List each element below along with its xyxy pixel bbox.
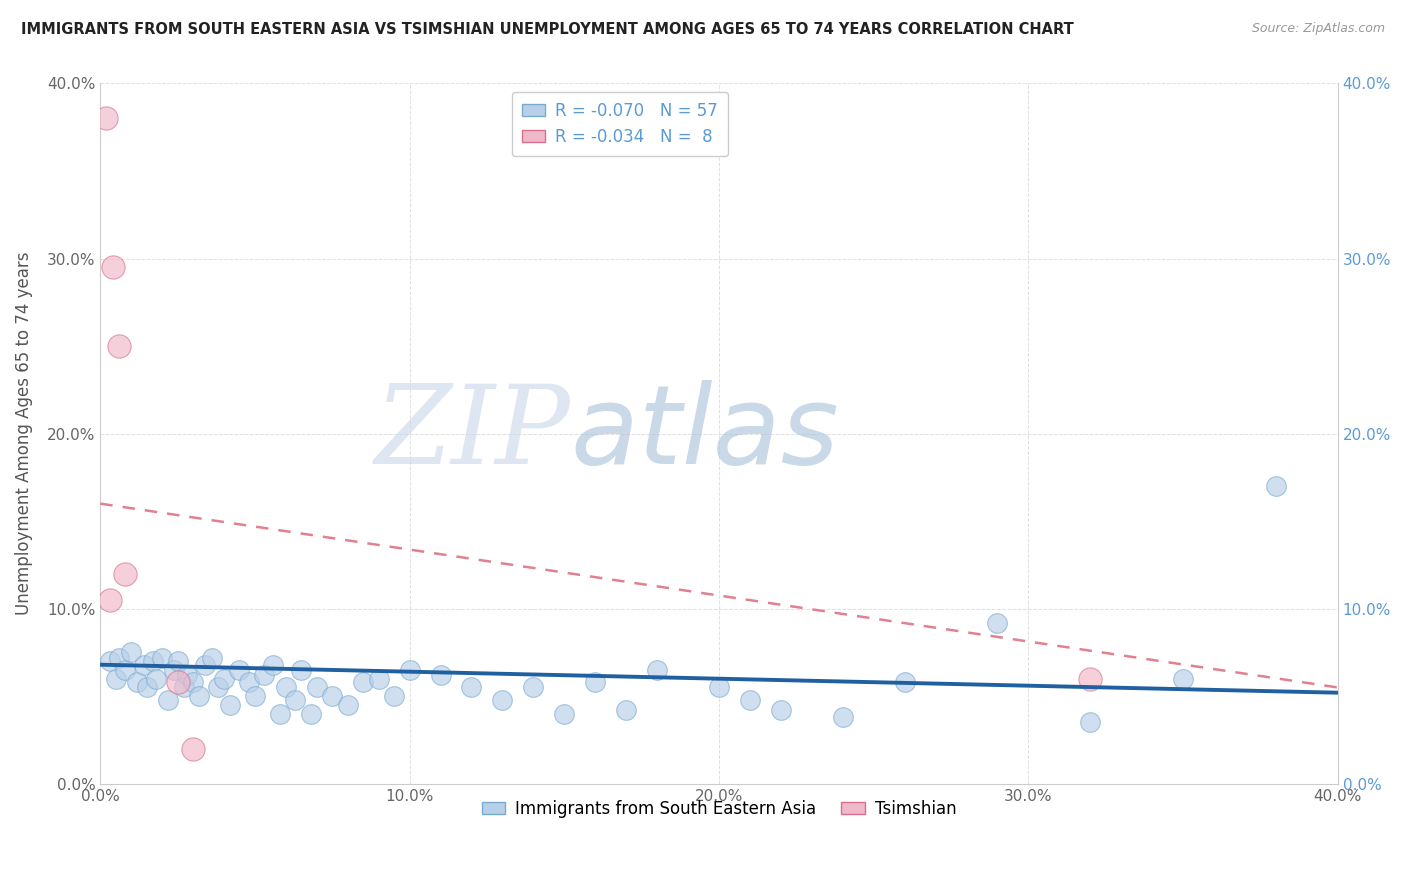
Point <box>893 675 915 690</box>
Point <box>305 681 328 695</box>
Text: IMMIGRANTS FROM SOUTH EASTERN ASIA VS TSIMSHIAN UNEMPLOYMENT AMONG AGES 65 TO 74: IMMIGRANTS FROM SOUTH EASTERN ASIA VS TS… <box>21 22 1074 37</box>
Point <box>336 698 359 712</box>
Point <box>243 689 266 703</box>
Point <box>194 657 217 672</box>
Point <box>299 706 322 721</box>
Point <box>104 672 127 686</box>
Point <box>176 668 198 682</box>
Point <box>108 339 131 353</box>
Point <box>188 689 211 703</box>
Point <box>108 650 131 665</box>
Point <box>145 672 167 686</box>
Point <box>269 706 291 721</box>
Point <box>207 681 229 695</box>
Point <box>98 654 121 668</box>
Point <box>201 650 224 665</box>
Point <box>1171 672 1194 686</box>
Point <box>238 675 260 690</box>
Point <box>553 706 575 721</box>
Point <box>157 692 180 706</box>
Point <box>142 654 165 668</box>
Point <box>166 654 188 668</box>
Point <box>173 681 195 695</box>
Text: atlas: atlas <box>571 380 839 487</box>
Point <box>120 645 142 659</box>
Point <box>274 681 297 695</box>
Point <box>96 112 118 126</box>
Point <box>986 615 1008 630</box>
Point <box>98 593 121 607</box>
Point <box>398 663 420 677</box>
Point <box>321 689 343 703</box>
Point <box>127 675 149 690</box>
Legend: Immigrants from South Eastern Asia, Tsimshian: Immigrants from South Eastern Asia, Tsim… <box>475 793 963 824</box>
Point <box>114 566 136 581</box>
Point <box>166 675 188 690</box>
Point <box>181 675 204 690</box>
Point <box>352 675 374 690</box>
Point <box>522 681 544 695</box>
Point <box>219 698 242 712</box>
Point <box>583 675 606 690</box>
Text: Source: ZipAtlas.com: Source: ZipAtlas.com <box>1251 22 1385 36</box>
Point <box>181 741 204 756</box>
Point <box>135 681 157 695</box>
Point <box>769 703 792 717</box>
Point <box>212 672 235 686</box>
Point <box>163 663 186 677</box>
Y-axis label: Unemployment Among Ages 65 to 74 years: Unemployment Among Ages 65 to 74 years <box>15 252 32 615</box>
Point <box>263 657 285 672</box>
Point <box>738 692 761 706</box>
Text: ZIP: ZIP <box>374 380 571 487</box>
Point <box>253 668 276 682</box>
Point <box>491 692 513 706</box>
Point <box>645 663 668 677</box>
Point <box>382 689 405 703</box>
Point <box>150 650 173 665</box>
Point <box>831 710 853 724</box>
Point <box>1078 715 1101 730</box>
Point <box>132 657 155 672</box>
Point <box>290 663 312 677</box>
Point <box>101 260 124 275</box>
Point <box>429 668 451 682</box>
Point <box>228 663 250 677</box>
Point <box>367 672 389 686</box>
Point <box>707 681 730 695</box>
Point <box>1264 479 1286 493</box>
Point <box>1078 672 1101 686</box>
Point <box>114 663 136 677</box>
Point <box>284 692 307 706</box>
Point <box>460 681 482 695</box>
Point <box>614 703 637 717</box>
